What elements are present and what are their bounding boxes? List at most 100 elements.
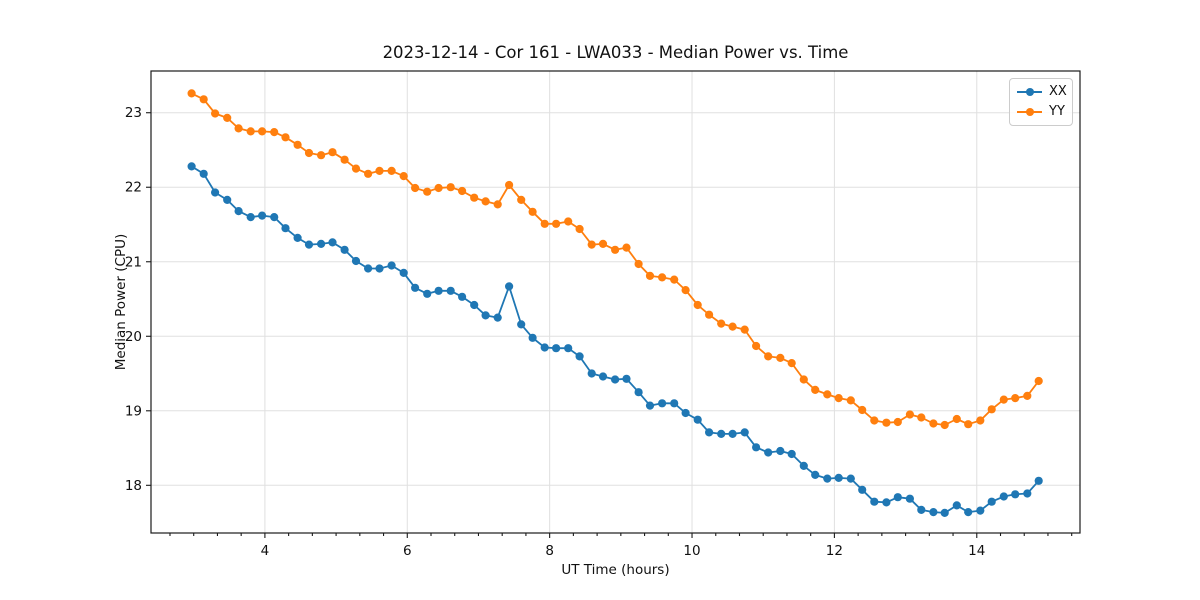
tick-labels: 4 6 8 10 12 14 18 19 20 21 22 23: [125, 105, 986, 559]
x-tick-label: 4: [261, 543, 270, 559]
data-point: [470, 193, 479, 202]
data-point: [598, 372, 608, 381]
y-tick-label: 21: [125, 254, 142, 270]
data-point: [681, 408, 690, 418]
data-point: [670, 275, 679, 284]
data-point: [540, 219, 549, 228]
data-point: [351, 256, 361, 266]
data-point: [964, 420, 973, 429]
data-point: [752, 341, 761, 351]
data-point: [399, 268, 408, 277]
y-tick-label: 18: [125, 478, 142, 494]
data-point: [411, 183, 420, 193]
data-point: [340, 155, 349, 164]
data-point: [598, 239, 608, 248]
data-point: [505, 282, 514, 291]
data-point: [905, 410, 915, 419]
legend: XX YY: [1009, 78, 1073, 126]
data-point: [893, 417, 902, 427]
data-point: [564, 344, 573, 353]
data-point: [434, 286, 443, 295]
data-point: [223, 113, 232, 122]
y-tick-label: 19: [125, 403, 142, 419]
data-point: [564, 217, 573, 226]
data-point: [811, 470, 820, 479]
data-point: [328, 148, 337, 157]
data-point: [246, 127, 255, 136]
data-point: [552, 344, 561, 353]
data-point: [846, 396, 855, 405]
data-point: [870, 416, 879, 425]
data-point: [834, 394, 843, 403]
data-point: [611, 245, 620, 254]
legend-marker-dot: [1025, 88, 1034, 96]
data-point: [364, 264, 373, 273]
data-point: [764, 448, 773, 457]
data-point: [940, 508, 949, 517]
data-point: [351, 164, 361, 173]
x-axis-label: UT Time (hours): [561, 562, 670, 578]
data-point: [1011, 394, 1020, 403]
data-point: [622, 374, 631, 383]
data-point: [411, 283, 420, 292]
legend-line-sample: [1017, 108, 1042, 116]
data-point: [258, 127, 267, 136]
data-point: [246, 213, 255, 222]
data-point: [199, 169, 208, 178]
data-point: [622, 243, 631, 252]
x-tick-label: 12: [826, 543, 843, 559]
x-tick-label: 8: [545, 543, 554, 559]
data-point: [740, 325, 749, 334]
data-point: [846, 474, 855, 483]
x-tick-label: 14: [968, 543, 985, 559]
legend-line-sample: [1017, 88, 1042, 96]
data-point: [575, 352, 584, 361]
data-point: [446, 183, 455, 192]
data-point: [434, 183, 443, 193]
data-point: [882, 418, 891, 427]
data-point: [776, 446, 785, 456]
plot-border: [150, 70, 1081, 534]
data-point: [223, 195, 232, 204]
x-tick-label: 10: [683, 543, 700, 559]
data-point: [528, 207, 537, 216]
data-point: [211, 109, 220, 118]
data-point: [893, 493, 902, 502]
data-point: [905, 494, 915, 503]
data-point: [375, 166, 384, 175]
data-point: [681, 286, 690, 295]
data-point: [787, 359, 796, 368]
data-point: [882, 498, 891, 507]
data-point: [787, 449, 796, 459]
data-point: [645, 401, 655, 410]
data-point: [752, 443, 761, 452]
data-point: [446, 286, 455, 295]
data-point: [199, 95, 208, 104]
series-line: [190, 165, 1040, 514]
data-point: [917, 505, 926, 514]
data-point: [929, 507, 938, 517]
data-point: [234, 124, 243, 133]
data-point: [281, 133, 290, 142]
data-point: [364, 169, 373, 178]
data-point: [375, 264, 384, 273]
data-point: [328, 238, 337, 247]
data-point: [517, 195, 526, 204]
data-point: [187, 162, 196, 171]
data-point: [187, 89, 196, 98]
data-point: [540, 343, 549, 352]
data-point: [987, 405, 996, 414]
data-point: [611, 375, 620, 384]
legend-item-xx: XX: [1017, 84, 1067, 100]
data-point: [575, 224, 584, 234]
y-tick-label: 20: [125, 329, 142, 345]
data-point: [1034, 476, 1043, 485]
data-point: [705, 310, 714, 319]
data-point: [387, 166, 396, 175]
data-point: [799, 461, 808, 470]
data-point: [552, 219, 561, 228]
data-point: [858, 405, 867, 415]
y-axis-label: Median Power (CPU): [113, 233, 129, 371]
legend-label: YY: [1049, 104, 1065, 119]
data-point: [517, 320, 526, 329]
